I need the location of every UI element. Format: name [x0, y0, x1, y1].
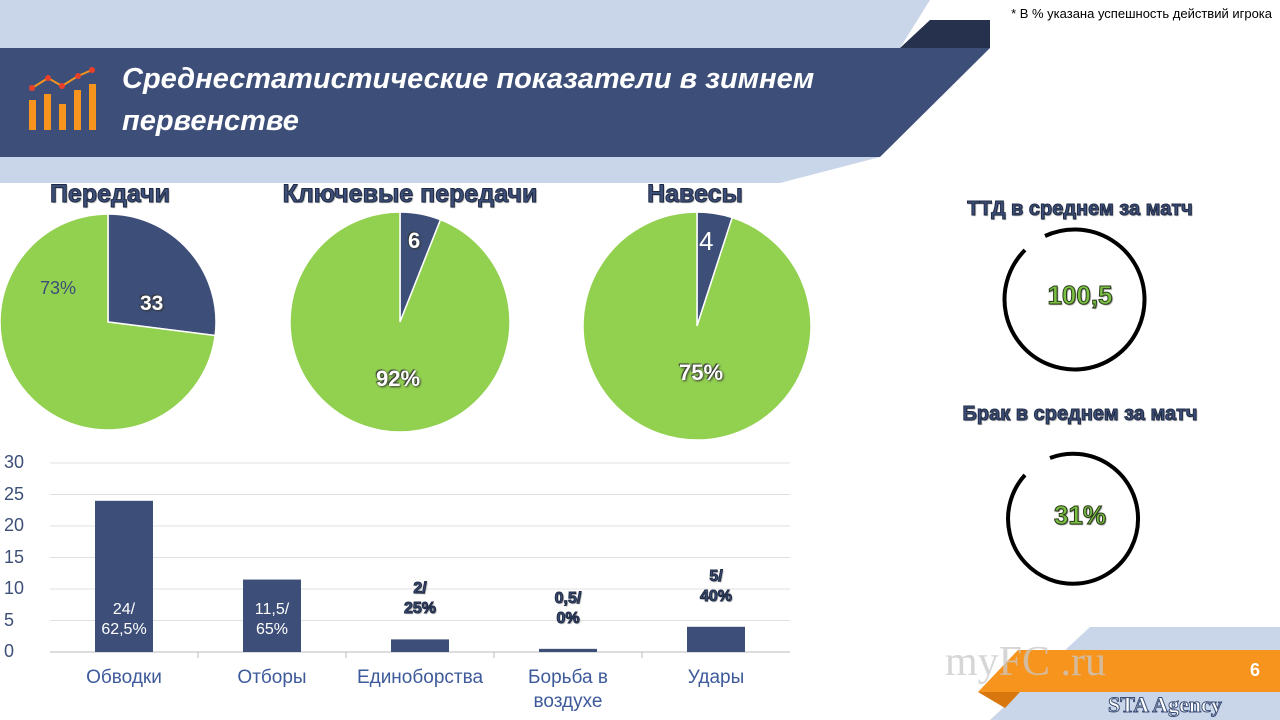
x-category-label: Единоборства	[356, 667, 484, 688]
bar-line-chart-icon	[29, 67, 96, 130]
y-tick-label: 0	[4, 641, 15, 661]
top-right-accent	[900, 20, 990, 48]
bar-data-label: 0,5/0%	[554, 589, 582, 627]
y-tick-label: 20	[4, 515, 25, 535]
pie-label-crosses-success: 75%	[679, 360, 724, 385]
page-title: Среднестатистические показатели в зимнем…	[122, 63, 815, 137]
pie-label-key-count: 6	[408, 228, 421, 253]
pie-title-crosses: Навесы	[647, 180, 744, 209]
x-category-label: Борьба в воздухе	[528, 667, 608, 712]
pie-slice-success	[582, 211, 812, 441]
page-number: 6	[1250, 660, 1261, 680]
y-tick-label: 15	[4, 546, 25, 567]
title-band	[0, 48, 990, 157]
pie-label-crosses-count: 4	[699, 226, 714, 256]
success-note: * В % указана успешность действий игрока	[1011, 6, 1272, 21]
y-tick-label: 30	[4, 452, 25, 472]
brak-title: Брак в среднем за матч	[962, 403, 1198, 426]
pie-label-passes-success: 73%	[40, 278, 77, 298]
footer-orange	[978, 650, 1280, 692]
brand-logo: STA Agency	[1108, 692, 1223, 718]
brak-value: 31%	[1053, 500, 1107, 531]
pie-label-passes-count: 33	[140, 292, 164, 315]
pie-slice-success	[289, 211, 511, 433]
ttd-ring	[1002, 227, 1147, 372]
pie-label-key-success: 92%	[376, 366, 421, 391]
x-category-label: Удары	[687, 667, 745, 688]
top-band	[0, 0, 930, 48]
bar-data-label: 5/40%	[699, 567, 733, 605]
y-tick-label: 5	[4, 609, 15, 630]
bar-1	[243, 579, 301, 652]
bar-data-label: 2/25%	[403, 580, 437, 618]
bar-4	[687, 626, 745, 652]
pie-slice-count	[107, 213, 217, 337]
y-tick-label: 25	[4, 483, 25, 504]
bar-3	[539, 648, 597, 652]
sub-band	[0, 157, 880, 183]
bar-0	[95, 500, 153, 652]
bar-data-label: 24/62,5%	[101, 601, 147, 638]
pie-slice-success	[0, 213, 216, 431]
x-category-label: Отборы	[237, 667, 307, 688]
x-category-label: Обводки	[86, 667, 162, 688]
pie-title-passes: Передачи	[49, 180, 171, 209]
watermark: myFC .ru	[945, 639, 1107, 685]
ttd-title: ТТД в среднем за матч	[967, 198, 1193, 221]
y-tick-label: 10	[4, 578, 25, 598]
ttd-value: 100,5	[1047, 280, 1113, 311]
bar-data-label: 11,5/65%	[254, 601, 290, 638]
pie-title-key-passes: Ключевые передачи	[282, 180, 538, 209]
bar-2	[391, 639, 449, 652]
brak-ring	[1006, 451, 1141, 586]
